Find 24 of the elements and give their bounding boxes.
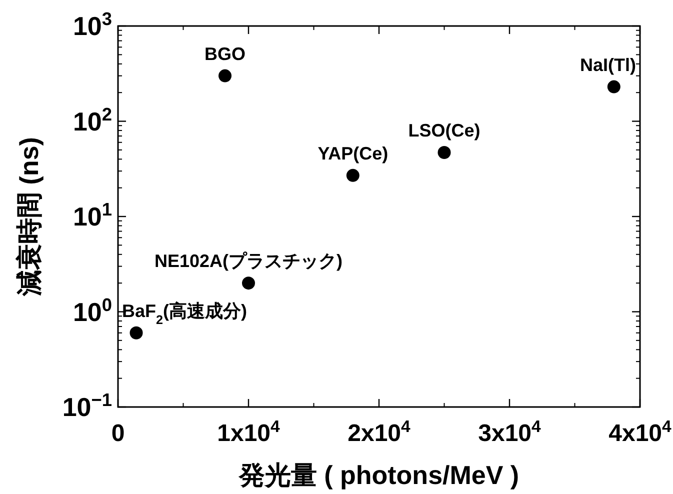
annotation: NE102A(プラスチック) [154,251,343,272]
x-axis-title: 発光量 ( photons/MeV ) [238,460,520,490]
annotation: BaF$_{2}$(高速成分) [122,300,248,327]
y-tick-label: 10$^{−1}$ [62,390,112,422]
point [130,326,143,340]
x-tick-label: 1x10$^{4}$ [217,416,281,447]
point [607,80,620,94]
annotation: NaI(Tl) [580,54,636,75]
y-tick-label: 10$^{2}$ [72,104,112,136]
y-tick-label: 10$^{3}$ [72,9,112,41]
x-tick-label: 2x10$^{4}$ [348,416,412,447]
point [218,69,232,82]
y-tick-label: 10$^{1}$ [72,200,112,232]
y-axis-title: 減衰時間 (ns) [14,137,44,297]
x-tick-label: 3x10$^{4}$ [478,416,542,447]
x-tick-label: 4x10$^{4}$ [608,416,672,447]
annotation: LSO(Ce) [408,120,480,140]
point [242,276,255,290]
point [346,168,360,182]
annotation: BGO [204,44,246,64]
point [438,146,451,159]
y-tick-label: 10$^{0}$ [72,294,112,327]
annotation: YAP(Ce) [318,143,388,164]
x-tick-label: 0 [111,420,125,447]
